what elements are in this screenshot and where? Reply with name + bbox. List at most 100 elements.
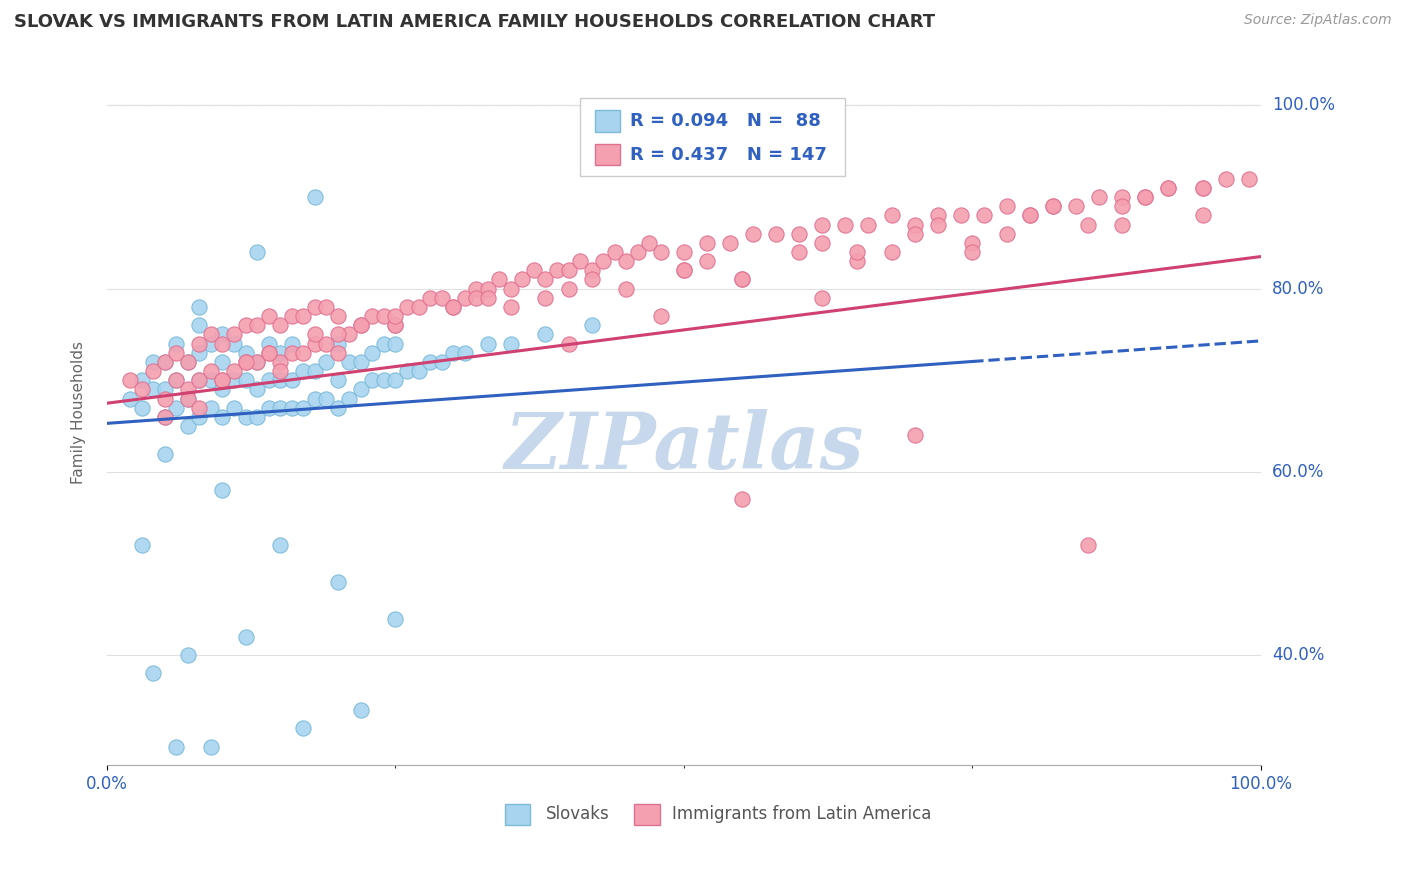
Point bbox=[962, 235, 984, 250]
Point bbox=[557, 336, 579, 351]
Point bbox=[292, 401, 315, 415]
Point bbox=[477, 291, 499, 305]
Point bbox=[165, 373, 187, 387]
Point bbox=[188, 409, 211, 424]
FancyBboxPatch shape bbox=[595, 145, 620, 165]
Point bbox=[269, 364, 291, 378]
Point bbox=[304, 300, 326, 314]
Point bbox=[235, 409, 257, 424]
Point bbox=[235, 373, 257, 387]
Point bbox=[142, 364, 165, 378]
Point bbox=[200, 327, 222, 342]
Point bbox=[1042, 199, 1064, 213]
Point bbox=[1192, 181, 1215, 195]
Point bbox=[477, 336, 499, 351]
Point bbox=[384, 373, 406, 387]
Point bbox=[257, 309, 280, 323]
Point bbox=[304, 190, 326, 204]
Point bbox=[211, 409, 233, 424]
Point bbox=[1088, 190, 1111, 204]
Point bbox=[235, 355, 257, 369]
Point bbox=[131, 373, 153, 387]
Point bbox=[927, 218, 949, 232]
Point bbox=[811, 235, 834, 250]
Point bbox=[177, 355, 200, 369]
Text: Source: ZipAtlas.com: Source: ZipAtlas.com bbox=[1244, 13, 1392, 28]
Text: R = 0.094   N =  88: R = 0.094 N = 88 bbox=[630, 112, 821, 130]
Point bbox=[211, 336, 233, 351]
Point bbox=[465, 291, 488, 305]
Point bbox=[292, 309, 315, 323]
Point bbox=[131, 538, 153, 552]
Point bbox=[384, 318, 406, 333]
Point bbox=[153, 409, 176, 424]
Point bbox=[546, 263, 568, 277]
Point bbox=[361, 309, 384, 323]
Point bbox=[1077, 538, 1099, 552]
Point bbox=[211, 383, 233, 397]
Point bbox=[430, 291, 453, 305]
Point bbox=[280, 336, 302, 351]
Text: R = 0.437   N = 147: R = 0.437 N = 147 bbox=[630, 146, 827, 164]
Point bbox=[246, 245, 269, 260]
Point bbox=[408, 364, 430, 378]
Point bbox=[269, 373, 291, 387]
Text: 60.0%: 60.0% bbox=[1272, 463, 1324, 481]
Point bbox=[131, 383, 153, 397]
Point bbox=[592, 254, 614, 268]
Point bbox=[361, 373, 384, 387]
Text: Immigrants from Latin America: Immigrants from Latin America bbox=[672, 805, 932, 823]
Point bbox=[534, 291, 557, 305]
Point bbox=[257, 346, 280, 360]
Point bbox=[188, 336, 211, 351]
Point bbox=[430, 355, 453, 369]
FancyBboxPatch shape bbox=[505, 804, 530, 825]
Point bbox=[153, 355, 176, 369]
Point bbox=[120, 373, 142, 387]
Point bbox=[845, 254, 868, 268]
Point bbox=[1111, 218, 1133, 232]
Point bbox=[1237, 171, 1260, 186]
Point bbox=[512, 272, 534, 286]
Point bbox=[280, 373, 302, 387]
Point bbox=[235, 346, 257, 360]
Point bbox=[373, 336, 395, 351]
Point bbox=[419, 291, 441, 305]
Point bbox=[858, 218, 880, 232]
Point bbox=[1135, 190, 1157, 204]
Point bbox=[188, 346, 211, 360]
Point bbox=[222, 336, 245, 351]
Point bbox=[326, 309, 349, 323]
FancyBboxPatch shape bbox=[634, 804, 659, 825]
Point bbox=[304, 327, 326, 342]
Point bbox=[188, 373, 211, 387]
Point bbox=[1019, 208, 1042, 222]
Point bbox=[188, 318, 211, 333]
Point bbox=[523, 263, 546, 277]
Point bbox=[153, 446, 176, 460]
Point bbox=[177, 392, 200, 406]
Point bbox=[315, 392, 337, 406]
Point bbox=[337, 392, 360, 406]
Point bbox=[222, 327, 245, 342]
Point bbox=[211, 373, 233, 387]
Point bbox=[177, 419, 200, 434]
Text: SLOVAK VS IMMIGRANTS FROM LATIN AMERICA FAMILY HOUSEHOLDS CORRELATION CHART: SLOVAK VS IMMIGRANTS FROM LATIN AMERICA … bbox=[14, 13, 935, 31]
Point bbox=[499, 300, 522, 314]
Point bbox=[361, 346, 384, 360]
Point bbox=[235, 318, 257, 333]
Point bbox=[131, 401, 153, 415]
Point bbox=[441, 300, 464, 314]
Point bbox=[1042, 199, 1064, 213]
Point bbox=[650, 309, 672, 323]
Point bbox=[326, 401, 349, 415]
Point bbox=[246, 355, 269, 369]
Point bbox=[165, 739, 187, 754]
Point bbox=[384, 309, 406, 323]
Point bbox=[153, 355, 176, 369]
Point bbox=[235, 355, 257, 369]
Point bbox=[441, 300, 464, 314]
Point bbox=[165, 373, 187, 387]
Point bbox=[165, 336, 187, 351]
Point bbox=[280, 309, 302, 323]
